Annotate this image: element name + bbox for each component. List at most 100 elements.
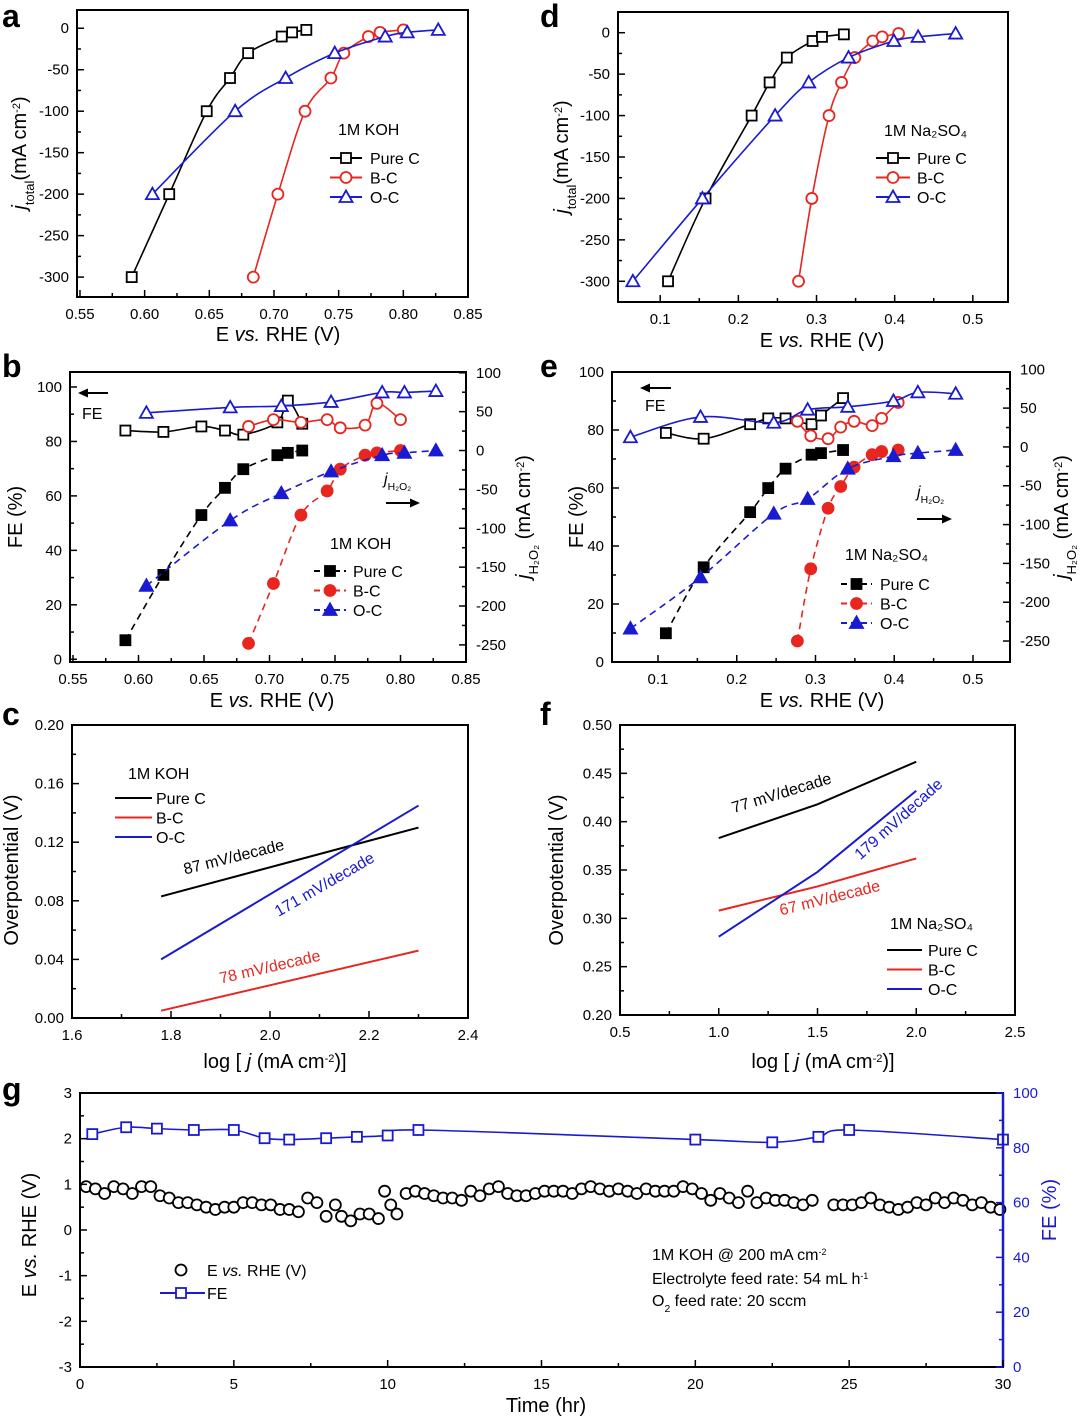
data-point [157, 426, 170, 438]
x-axis-title: Time (hr) [506, 1395, 586, 1417]
data-point [333, 421, 347, 435]
data-point [947, 385, 964, 400]
legend-entry [841, 614, 872, 629]
data-point [843, 1124, 856, 1136]
slope-label: 67 mV/decade [778, 878, 882, 919]
y2-tick-label: -150 [1020, 555, 1050, 572]
y-tick-label: 0.30 [583, 910, 612, 927]
plot-frame [619, 724, 1016, 1016]
x-tick-label: 2.5 [1005, 1024, 1026, 1041]
panel-label: a [2, 0, 20, 34]
series-f-1 [718, 857, 917, 912]
y2-tick-label: -100 [476, 520, 506, 537]
series-f-0 [718, 760, 917, 840]
data-point [320, 484, 334, 498]
x-tick-label: 0.55 [65, 306, 94, 323]
legend-label: B-C [928, 963, 956, 980]
y-tick-label: 100 [579, 364, 604, 381]
y-tick-label: -250 [580, 232, 610, 249]
y-axis-title: Overpotential (V) [546, 794, 568, 945]
data-point [763, 76, 776, 89]
legend-entry [876, 171, 910, 184]
y-tick-label: -250 [39, 228, 69, 245]
data-point [430, 21, 447, 36]
data-point [86, 1128, 99, 1140]
annotation: FE [82, 406, 102, 423]
data-point [242, 636, 255, 650]
x-tick-label: 0.4 [884, 671, 905, 688]
legend-marker [339, 171, 353, 184]
series-line [160, 826, 419, 898]
data-point [780, 51, 793, 64]
data-point [222, 512, 239, 527]
data-point [692, 569, 709, 584]
x-tick-label: 0.1 [650, 311, 671, 328]
data-point [821, 501, 835, 515]
x-tick-label: 0.2 [728, 311, 749, 328]
series-b-5 [138, 442, 444, 592]
x-tick-label: 25 [841, 1376, 858, 1393]
data-point [805, 1193, 819, 1207]
series-c-2 [160, 804, 420, 961]
data-point [396, 384, 413, 399]
x-tick-label: 0.3 [806, 311, 827, 328]
x-tick-label: 1.6 [62, 1027, 83, 1044]
y2-tick-label: 100 [1013, 1085, 1038, 1102]
data-point [799, 490, 816, 505]
y2-tick-label: 80 [1013, 1140, 1030, 1157]
y-tick-label: -200 [39, 186, 69, 203]
annotation: FE [645, 398, 665, 415]
y2-tick-label: -150 [476, 559, 506, 576]
arrow-right-icon [410, 498, 420, 508]
data-point [790, 634, 804, 648]
legend-label: Pure C [928, 943, 978, 960]
data-point [125, 271, 138, 283]
data-point [281, 446, 294, 459]
legend-marker [850, 578, 863, 590]
annotation: Electrolyte feed rate: 54 mL h-1 [652, 1271, 868, 1288]
data-point [151, 1122, 163, 1135]
data-point [294, 508, 308, 522]
data-point [275, 30, 288, 43]
y2-tick-label: 100 [1020, 361, 1045, 378]
y2-tick-label: 0 [476, 443, 484, 460]
data-point [837, 28, 850, 41]
data-point [816, 30, 828, 43]
y-tick-label: 0.35 [583, 862, 612, 879]
y-tick-label: 0.00 [35, 1010, 64, 1027]
y-tick-label: 60 [587, 480, 604, 497]
data-point [875, 445, 889, 458]
panel-label: b [2, 348, 22, 384]
data-point [919, 1198, 933, 1212]
x-tick-label: 0.5 [962, 311, 983, 328]
data-point [744, 418, 757, 431]
legend-label: O-C [917, 190, 946, 207]
data-point [745, 109, 758, 122]
x-tick-label: 30 [995, 1376, 1012, 1393]
data-point [815, 409, 827, 422]
data-point [767, 107, 784, 122]
data-point [622, 428, 639, 444]
series-a-2 [144, 21, 447, 201]
data-point [804, 429, 818, 443]
panel-label: g [2, 1071, 22, 1107]
x-tick-label: 0.5 [963, 671, 984, 688]
data-point [125, 1187, 139, 1200]
data-point [144, 1180, 158, 1194]
y2-tick-label: 60 [1013, 1195, 1030, 1212]
y-axis-title: FE (%) [5, 486, 27, 548]
data-point [834, 420, 848, 434]
data-point [271, 449, 284, 462]
data-point [697, 561, 710, 574]
legend-title: 1M Na₂SO₄ [884, 123, 967, 140]
data-point [224, 72, 236, 84]
y-axis-title: jtotal(mA cm-2) [551, 100, 579, 216]
legend-entry [330, 152, 362, 164]
slope-label: 87 mV/decade [182, 837, 286, 878]
y-tick-label: 3 [64, 1085, 72, 1102]
data-point [885, 32, 902, 47]
legend-entry [174, 1263, 188, 1277]
y-tick-label: 0.40 [583, 814, 612, 831]
data-point [294, 415, 308, 429]
y-tick-label: 40 [45, 542, 62, 559]
